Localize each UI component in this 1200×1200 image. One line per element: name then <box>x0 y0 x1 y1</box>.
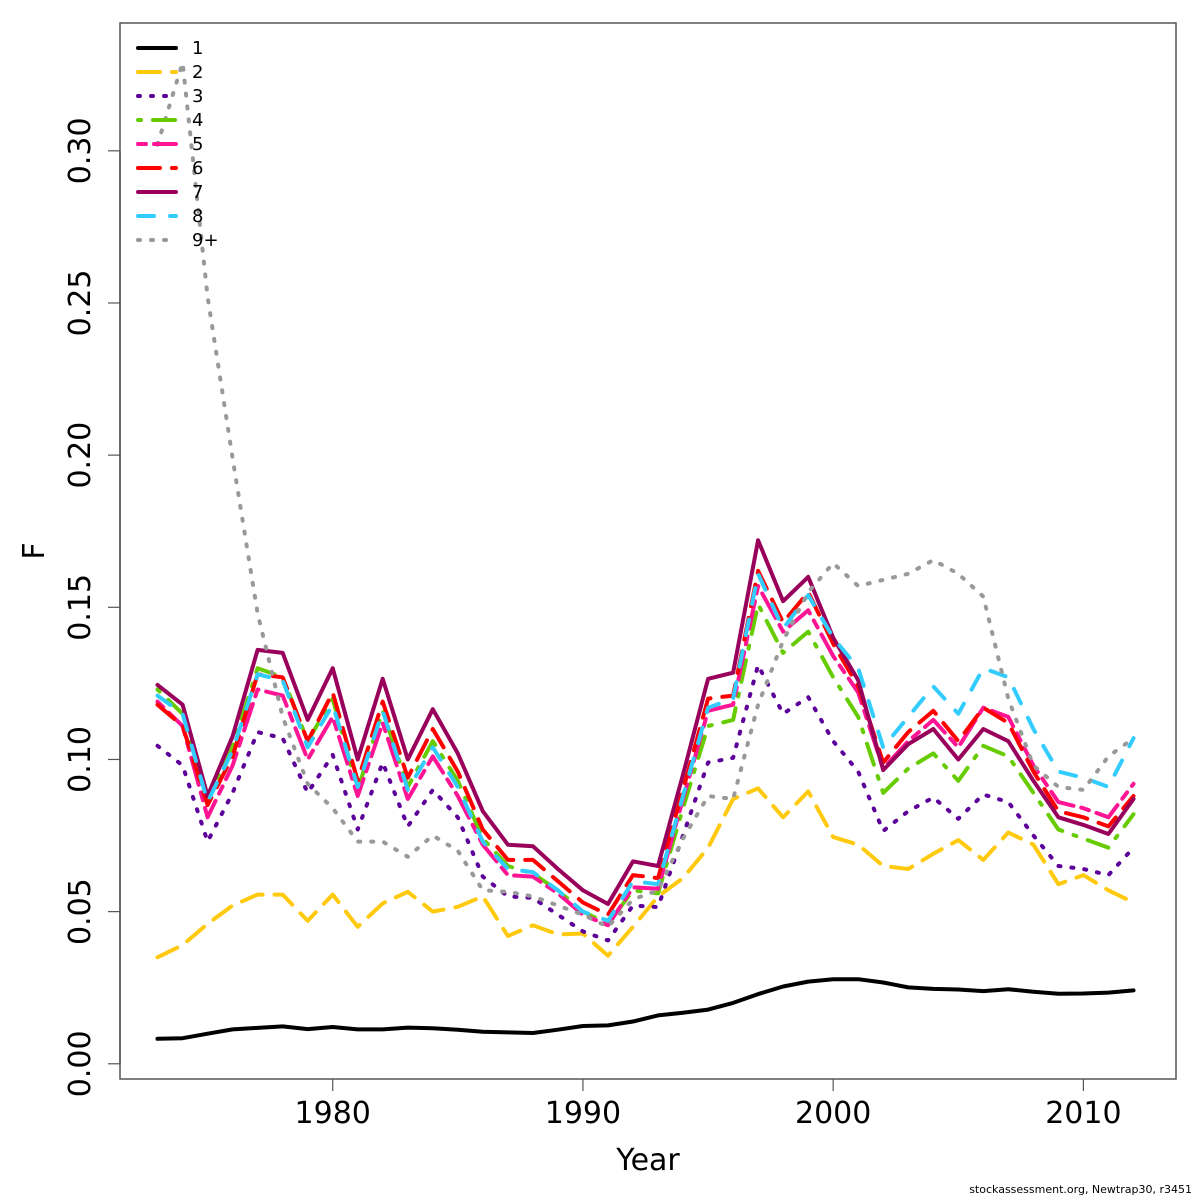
series-line-5 <box>155 584 1136 928</box>
x-tick-label: 1980 <box>295 1096 371 1131</box>
y-tick-label: 0.10 <box>63 726 98 793</box>
y-tick-label: 0.25 <box>63 270 98 337</box>
legend-label: 1 <box>192 38 203 59</box>
plot-frame <box>119 22 1177 1080</box>
y-tick-label: 0.00 <box>63 1030 98 1097</box>
x-axis: 1980 1990 2000 2010 <box>295 1079 1122 1131</box>
series-line-6 <box>155 568 1136 917</box>
legend-label: 4 <box>192 110 203 131</box>
y-tick-label: 0.30 <box>63 117 98 184</box>
series-layer <box>155 60 1136 1041</box>
series-line-3 <box>155 663 1136 943</box>
footer-credit: stockassessment.org, Newtrap30, r3451 <box>969 1183 1192 1196</box>
series-line-1 <box>155 977 1136 1041</box>
x-tick-label: 1990 <box>545 1096 621 1131</box>
series-line-9plus <box>155 60 1136 929</box>
legend-label: 7 <box>192 182 203 203</box>
legend-label: 8 <box>192 206 203 227</box>
legend-label: 2 <box>192 62 203 83</box>
legend: 1 2 3 4 5 6 7 8 9+ <box>136 38 219 251</box>
series-line-7 <box>155 538 1136 906</box>
series-line-2 <box>155 786 1136 960</box>
legend-label: 9+ <box>192 230 219 251</box>
legend-label: 3 <box>192 86 203 107</box>
legend-label: 6 <box>192 158 203 179</box>
x-tick-label: 2010 <box>1045 1096 1121 1131</box>
y-tick-label: 0.05 <box>63 878 98 945</box>
y-tick-label: 0.20 <box>63 422 98 489</box>
y-axis-title: F <box>17 542 52 559</box>
x-tick-label: 2000 <box>795 1096 871 1131</box>
y-tick-label: 0.15 <box>63 574 98 641</box>
x-axis-title: Year <box>615 1143 680 1178</box>
legend-label: 5 <box>192 134 203 155</box>
y-axis: 0.00 0.05 0.10 0.15 0.20 0.25 0.30 <box>63 117 121 1097</box>
series-line-4 <box>155 602 1136 926</box>
series-line-8 <box>155 571 1136 923</box>
